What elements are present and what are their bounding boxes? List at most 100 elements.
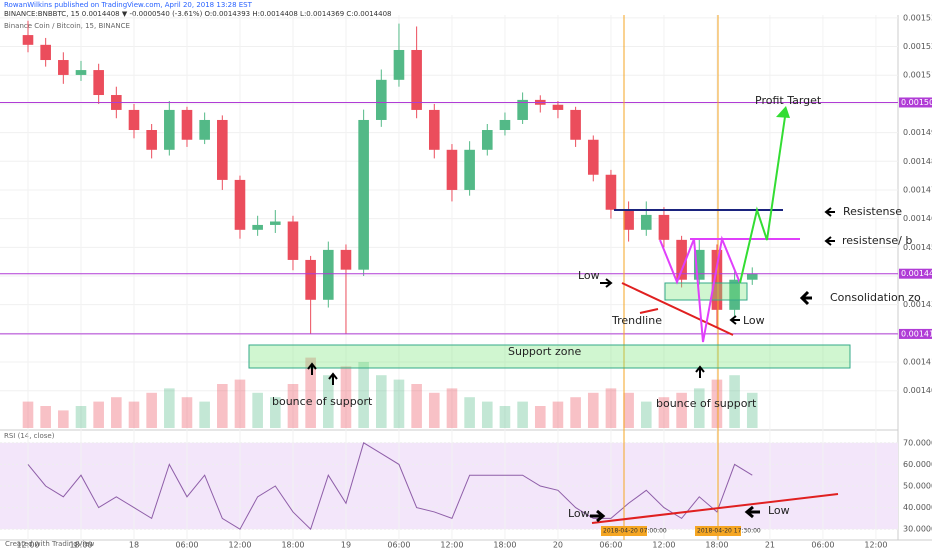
volume-bar: [181, 397, 193, 428]
annotation: Consolidation zo: [830, 291, 921, 304]
candle-body: [75, 70, 87, 75]
y-tick-label: 0.0014000: [903, 386, 932, 395]
candle-body: [199, 119, 210, 140]
candle-body: [411, 49, 422, 110]
candle-body: [287, 221, 299, 260]
arrow: [590, 509, 606, 523]
y-tick-label: 0.0014100: [903, 358, 932, 367]
arrow: [600, 278, 613, 288]
candle-body: [146, 130, 157, 150]
rsi-trendline: [591, 493, 839, 524]
candle-body: [22, 35, 34, 45]
candle-body: [729, 279, 740, 310]
level-label: 0.0014408: [901, 269, 932, 278]
volume-bar: [305, 357, 316, 428]
symbol: BINANCE:BNBBTC, 15 0.0014408 ▼ -0.000054…: [4, 10, 391, 18]
volume-bar: [40, 406, 51, 428]
volume-bar: [676, 392, 687, 428]
volume-bar: [517, 401, 528, 428]
volume-bar: [375, 375, 387, 428]
candle-body: [305, 259, 316, 300]
candle-body: [358, 119, 369, 270]
annotation: bounce of support: [656, 397, 757, 410]
volume-bar: [623, 392, 634, 428]
annotation: Profit Target: [755, 94, 822, 107]
volume-bar: [252, 392, 263, 428]
y-tick-label: 0.0015100: [903, 71, 932, 80]
volume-bar: [411, 384, 422, 428]
candle-body: [375, 79, 387, 120]
volume-bar: [658, 397, 670, 428]
candle-body: [481, 130, 493, 150]
x-tick-label: 12:00: [652, 541, 675, 550]
candle-body: [58, 60, 69, 75]
volume-bar: [323, 375, 334, 428]
x-tick-label: 18:00: [69, 541, 92, 550]
candle-body: [323, 249, 334, 300]
volume-bar: [587, 392, 599, 428]
candle-body: [164, 109, 175, 150]
date-marker: 2018-04-20 07:00:00: [603, 528, 667, 535]
volume-bar: [428, 392, 440, 428]
rsi-tick-label: 50.0000: [903, 482, 932, 491]
rsi-tick-label: 70.0000: [903, 438, 932, 447]
y-tick-label: 0.0014700: [903, 185, 932, 194]
x-tick-label: 18:00: [705, 541, 728, 550]
volume-bar: [552, 401, 564, 428]
candle-body: [570, 109, 581, 140]
candle-body: [746, 273, 758, 280]
projection: [739, 109, 787, 284]
annotation: resistense/ b: [842, 234, 912, 247]
x-tick-label: 20: [553, 541, 563, 550]
volume-bar: [93, 401, 104, 428]
volume-bar: [499, 406, 511, 428]
candle-body: [499, 119, 511, 131]
volume-bar: [340, 366, 352, 428]
arrow-head: [776, 106, 790, 118]
arrow: [328, 372, 338, 385]
candle-body: [676, 239, 687, 280]
arrow: [639, 308, 659, 314]
y-tick-label: 0.0014600: [903, 214, 932, 223]
volume-bar: [393, 379, 405, 428]
level-label: 0.0015005: [901, 98, 932, 107]
x-tick-label: 06:00: [811, 541, 834, 550]
rsi-line: [27, 442, 753, 531]
candle-body: [552, 104, 564, 110]
candle-body: [252, 224, 263, 230]
candle-body: [711, 249, 723, 310]
annotation: Low: [578, 269, 600, 282]
pattern: [659, 235, 741, 343]
volume-bar: [481, 401, 493, 428]
volume-bar: [128, 401, 140, 428]
candle-body: [393, 49, 405, 80]
candle-body: [340, 249, 352, 270]
candle-body: [128, 109, 140, 131]
volume-bar: [534, 406, 546, 428]
candle-body: [464, 149, 475, 190]
annotation: Low: [568, 507, 590, 520]
support-zone: [248, 344, 851, 369]
arrow: [307, 362, 317, 375]
volume-bar: [146, 392, 157, 428]
arrows: [307, 207, 835, 523]
candle-body: [428, 109, 440, 150]
annotation: Resistense: [843, 205, 902, 218]
y-tick-label: 0.0015300: [903, 13, 932, 22]
candle-body: [217, 119, 228, 180]
candle-body: [93, 70, 104, 96]
volume-bar: [711, 379, 723, 428]
y-tick-label: 0.0014900: [903, 128, 932, 137]
candle-body: [270, 221, 281, 225]
volume-bar: [164, 388, 175, 428]
x-tick-label: 21: [765, 541, 775, 550]
y-tick-label: 0.0014300: [903, 300, 932, 309]
volume-bar: [199, 401, 210, 428]
candle-body: [693, 249, 705, 280]
level-tag: [899, 97, 932, 108]
arrow: [695, 365, 705, 378]
date-marker: 2018-04-20 17:30:00: [697, 528, 761, 535]
annotation: Support zone: [508, 345, 581, 358]
candle-body: [605, 174, 617, 210]
